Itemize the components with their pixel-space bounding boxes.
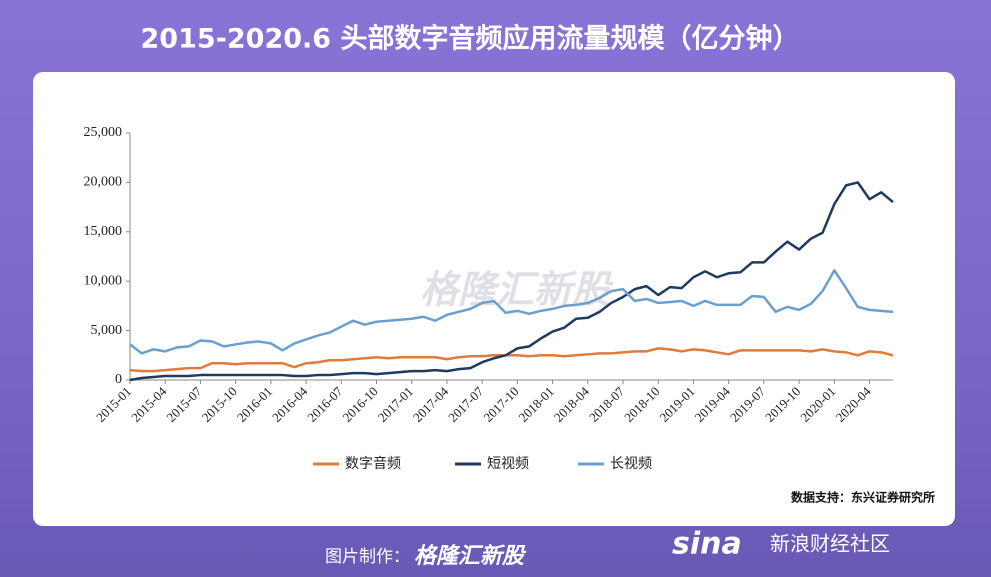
- credit-brand: 格隆汇新股: [414, 543, 527, 569]
- y-tick-label: 15,000: [84, 224, 123, 239]
- title: 2015-2020.6 头部数字音频应用流量规模（亿分钟）: [141, 23, 800, 55]
- legend-label: 长视频: [610, 456, 652, 472]
- panel: [33, 72, 955, 526]
- legend-label: 短视频: [487, 456, 529, 472]
- series-line: [129, 347, 894, 373]
- y-tick-label: 25,000: [84, 125, 123, 140]
- y-tick-label: 5,000: [91, 323, 123, 338]
- y-tick-label: 10,000: [84, 273, 123, 288]
- legend-label: 数字音频: [345, 455, 401, 472]
- credit-label: 图片制作：: [325, 547, 410, 567]
- watermark: 格隆汇新股: [420, 268, 614, 312]
- sina-logo: sina: [672, 527, 742, 562]
- series-line: [129, 269, 894, 355]
- y-tick-label: 20,000: [84, 175, 123, 190]
- series-line: [129, 181, 894, 382]
- y-tick-label: 0: [115, 372, 122, 387]
- source: 数据支持：东兴证券研究所: [791, 490, 935, 505]
- sina-text: 新浪财经社区: [770, 532, 890, 556]
